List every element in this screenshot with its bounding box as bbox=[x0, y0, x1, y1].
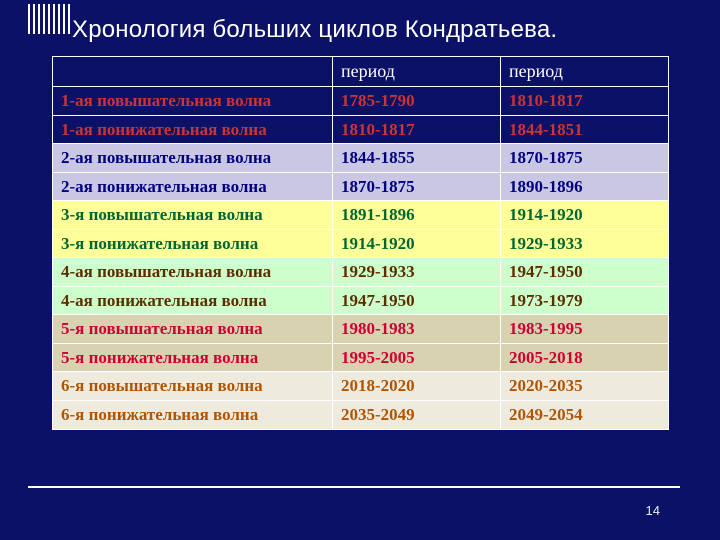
period-cell-1: 1995-2005 bbox=[333, 343, 501, 372]
period-cell-2: 1890-1896 bbox=[501, 172, 669, 201]
period-cell-1: 1914-1920 bbox=[333, 229, 501, 258]
wave-label: 3-я повышательная волна bbox=[53, 201, 333, 230]
period-cell-2: 1947-1950 bbox=[501, 258, 669, 287]
page-title: Хронология больших циклов Кондратьева. bbox=[72, 16, 680, 44]
wave-label: 2-ая понижательная волна bbox=[53, 172, 333, 201]
period-cell-1: 1844-1855 bbox=[333, 144, 501, 173]
table-row: 5-я понижательная волна1995-20052005-201… bbox=[53, 343, 669, 372]
wave-label: 6-я понижательная волна bbox=[53, 401, 333, 430]
period-cell-2: 2005-2018 bbox=[501, 343, 669, 372]
table-row: 6-я понижательная волна2035-20492049-205… bbox=[53, 401, 669, 430]
period-cell-2: 1973-1979 bbox=[501, 286, 669, 315]
footer-rule bbox=[28, 486, 680, 488]
table-row: 4-ая понижательная волна1947-19501973-19… bbox=[53, 286, 669, 315]
table-row: 2-ая повышательная волна1844-18551870-18… bbox=[53, 144, 669, 173]
wave-label: 5-я понижательная волна bbox=[53, 343, 333, 372]
period-cell-1: 1870-1875 bbox=[333, 172, 501, 201]
period-cell-1: 2035-2049 bbox=[333, 401, 501, 430]
table-row: 1-ая понижательная волна1810-18171844-18… bbox=[53, 115, 669, 144]
wave-label: 5-я повышательная волна bbox=[53, 315, 333, 344]
period-cell-2: 1929-1933 bbox=[501, 229, 669, 258]
slide: Хронология больших циклов Кондратьева. п… bbox=[0, 0, 720, 540]
wave-label: 3-я понижательная волна bbox=[53, 229, 333, 258]
period-cell-2: 2049-2054 bbox=[501, 401, 669, 430]
period-cell-2: 1844-1851 bbox=[501, 115, 669, 144]
table-row: 3-я повышательная волна1891-18961914-192… bbox=[53, 201, 669, 230]
table-header-row: период период bbox=[53, 57, 669, 87]
period-cell-1: 2018-2020 bbox=[333, 372, 501, 401]
period-cell-2: 2020-2035 bbox=[501, 372, 669, 401]
chronology-table: период период 1-ая повышательная волна17… bbox=[52, 56, 669, 430]
table-row: 3-я понижательная волна1914-19201929-193… bbox=[53, 229, 669, 258]
table-row: 4-ая повышательная волна1929-19331947-19… bbox=[53, 258, 669, 287]
wave-label: 4-ая повышательная волна bbox=[53, 258, 333, 287]
period-cell-1: 1980-1983 bbox=[333, 315, 501, 344]
period-cell-2: 1914-1920 bbox=[501, 201, 669, 230]
period-cell-1: 1785-1790 bbox=[333, 87, 501, 116]
table-row: 1-ая повышательная волна1785-17901810-18… bbox=[53, 87, 669, 116]
period-cell-2: 1983-1995 bbox=[501, 315, 669, 344]
table-header-period1: период bbox=[333, 57, 501, 87]
page-number: 14 bbox=[646, 503, 660, 518]
period-cell-2: 1810-1817 bbox=[501, 87, 669, 116]
wave-label: 1-ая понижательная волна bbox=[53, 115, 333, 144]
table-header-period2: период bbox=[501, 57, 669, 87]
period-cell-1: 1810-1817 bbox=[333, 115, 501, 144]
table-row: 2-ая понижательная волна1870-18751890-18… bbox=[53, 172, 669, 201]
chronology-table-wrap: период период 1-ая повышательная волна17… bbox=[52, 56, 668, 430]
wave-label: 6-я повышательная волна bbox=[53, 372, 333, 401]
wave-label: 1-ая повышательная волна bbox=[53, 87, 333, 116]
period-cell-1: 1929-1933 bbox=[333, 258, 501, 287]
table-row: 5-я повышательная волна1980-19831983-199… bbox=[53, 315, 669, 344]
wave-label: 4-ая понижательная волна bbox=[53, 286, 333, 315]
period-cell-2: 1870-1875 bbox=[501, 144, 669, 173]
wave-label: 2-ая повышательная волна bbox=[53, 144, 333, 173]
period-cell-1: 1891-1896 bbox=[333, 201, 501, 230]
period-cell-1: 1947-1950 bbox=[333, 286, 501, 315]
table-header-blank bbox=[53, 57, 333, 87]
table-row: 6-я повышательная волна2018-20202020-203… bbox=[53, 372, 669, 401]
